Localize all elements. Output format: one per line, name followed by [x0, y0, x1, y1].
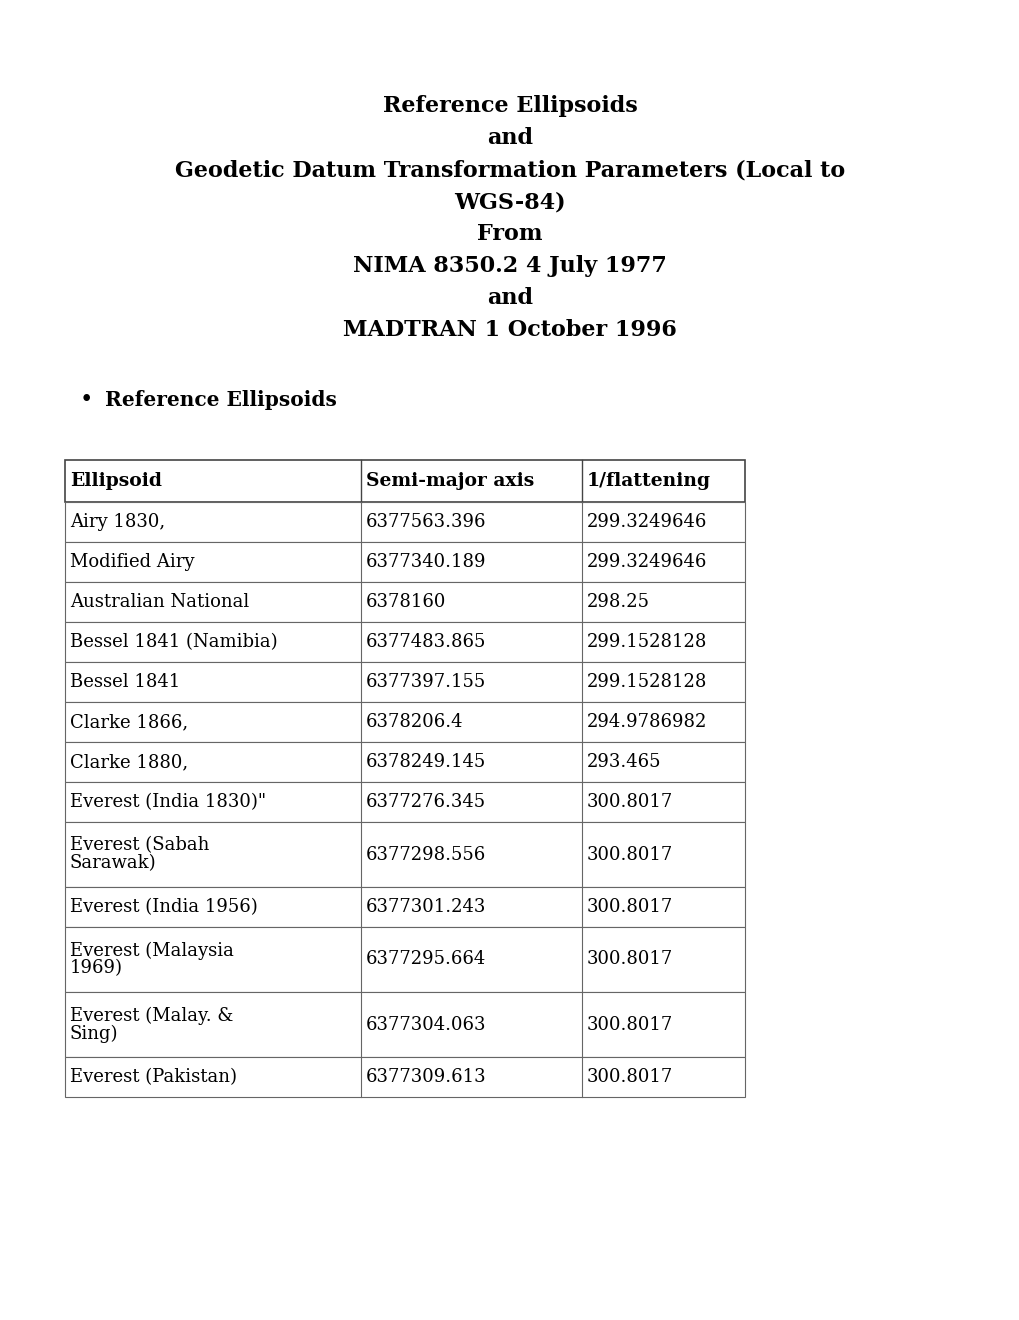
Text: 299.1528128: 299.1528128 — [586, 634, 706, 651]
Text: 6378160: 6378160 — [366, 593, 445, 611]
Text: 298.25: 298.25 — [586, 593, 649, 611]
Text: Australian National: Australian National — [70, 593, 249, 611]
Text: Reference Ellipsoids: Reference Ellipsoids — [105, 389, 336, 411]
Text: 6378249.145: 6378249.145 — [366, 752, 486, 771]
Text: 294.9786982: 294.9786982 — [586, 713, 706, 731]
Text: Sarawak): Sarawak) — [70, 854, 157, 873]
Text: 300.8017: 300.8017 — [586, 793, 673, 810]
Bar — [65, 927, 744, 993]
Text: NIMA 8350.2 4 July 1977: NIMA 8350.2 4 July 1977 — [353, 255, 666, 277]
Text: Bessel 1841: Bessel 1841 — [70, 673, 180, 690]
Bar — [65, 502, 744, 543]
Text: and: and — [486, 127, 533, 149]
Text: 299.3249646: 299.3249646 — [586, 553, 706, 572]
Text: 300.8017: 300.8017 — [586, 1068, 673, 1086]
Text: 299.1528128: 299.1528128 — [586, 673, 706, 690]
Text: 293.465: 293.465 — [586, 752, 660, 771]
Bar — [65, 459, 744, 502]
Text: Ellipsoid: Ellipsoid — [70, 473, 162, 490]
Bar — [65, 663, 744, 702]
Text: 6378206.4: 6378206.4 — [366, 713, 463, 731]
Text: Clarke 1880,: Clarke 1880, — [70, 752, 187, 771]
Text: Airy 1830,: Airy 1830, — [70, 513, 165, 531]
Text: 300.8017: 300.8017 — [586, 846, 673, 863]
Text: 6377276.345: 6377276.345 — [366, 793, 485, 810]
Text: 6377483.865: 6377483.865 — [366, 634, 486, 651]
Bar — [65, 742, 744, 781]
Text: 6377397.155: 6377397.155 — [366, 673, 486, 690]
Text: 1969): 1969) — [70, 960, 123, 978]
Text: Everest (India 1956): Everest (India 1956) — [70, 898, 258, 916]
Text: 300.8017: 300.8017 — [586, 898, 673, 916]
Text: 300.8017: 300.8017 — [586, 950, 673, 969]
Bar — [65, 887, 744, 927]
Text: Everest (Sabah: Everest (Sabah — [70, 837, 209, 854]
Bar — [65, 1057, 744, 1097]
Bar — [65, 781, 744, 822]
Text: MADTRAN 1 October 1996: MADTRAN 1 October 1996 — [342, 319, 677, 341]
Text: From: From — [477, 223, 542, 246]
Text: 6377301.243: 6377301.243 — [366, 898, 486, 916]
Text: Everest (Pakistan): Everest (Pakistan) — [70, 1068, 236, 1086]
Text: Sing): Sing) — [70, 1024, 118, 1043]
Text: Everest (India 1830)": Everest (India 1830)" — [70, 793, 266, 810]
Text: WGS-84): WGS-84) — [453, 191, 566, 213]
Text: 299.3249646: 299.3249646 — [586, 513, 706, 531]
Text: 6377340.189: 6377340.189 — [366, 553, 486, 572]
Bar — [65, 582, 744, 622]
Text: Semi-major axis: Semi-major axis — [366, 473, 534, 490]
Text: Geodetic Datum Transformation Parameters (Local to: Geodetic Datum Transformation Parameters… — [174, 158, 845, 181]
Text: Reference Ellipsoids: Reference Ellipsoids — [382, 95, 637, 117]
Text: and: and — [486, 286, 533, 309]
Text: 300.8017: 300.8017 — [586, 1015, 673, 1034]
Bar — [65, 543, 744, 582]
Bar — [65, 822, 744, 887]
Text: Bessel 1841 (Namibia): Bessel 1841 (Namibia) — [70, 634, 277, 651]
Text: •: • — [79, 389, 94, 411]
Bar — [65, 993, 744, 1057]
Text: 6377304.063: 6377304.063 — [366, 1015, 486, 1034]
Text: Modified Airy: Modified Airy — [70, 553, 195, 572]
Text: 1/flattening: 1/flattening — [586, 473, 710, 490]
Text: Everest (Malay. &: Everest (Malay. & — [70, 1006, 233, 1024]
Text: 6377563.396: 6377563.396 — [366, 513, 486, 531]
Text: 6377295.664: 6377295.664 — [366, 950, 486, 969]
Text: 6377309.613: 6377309.613 — [366, 1068, 486, 1086]
Bar — [65, 622, 744, 663]
Bar — [65, 702, 744, 742]
Text: 6377298.556: 6377298.556 — [366, 846, 486, 863]
Text: Everest (Malaysia: Everest (Malaysia — [70, 941, 233, 960]
Text: Clarke 1866,: Clarke 1866, — [70, 713, 187, 731]
